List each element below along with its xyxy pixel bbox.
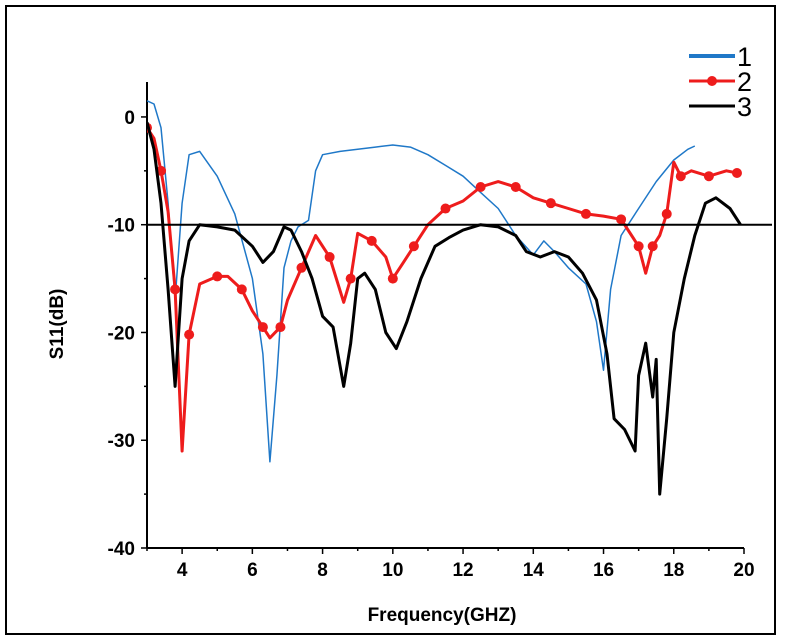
series-2-marker [236, 284, 247, 295]
series-2-line [147, 126, 738, 453]
series-2-marker [440, 203, 451, 214]
series-2-marker [184, 329, 195, 340]
x-tick-label: 20 [733, 560, 754, 581]
series-2-marker [324, 252, 335, 263]
series-2-marker [275, 322, 286, 333]
y-axis-title: S11(dB) [47, 289, 68, 360]
series-2-marker [212, 271, 223, 282]
x-tick-label: 8 [317, 560, 328, 581]
series-2-marker [475, 181, 486, 192]
series-2-marker [366, 235, 377, 246]
series-2-marker [408, 241, 419, 252]
x-tick-label: 18 [663, 560, 684, 581]
x-tick-label: 14 [523, 560, 545, 581]
series-2-marker [633, 241, 644, 252]
x-tick-label: 10 [382, 560, 403, 581]
x-axis-title: Frequency(GHZ) [368, 605, 517, 626]
series-2-marker [647, 241, 658, 252]
series-2-marker [675, 171, 686, 182]
series-2-marker [257, 322, 268, 333]
series-2-marker [580, 208, 591, 219]
series-2-marker [387, 273, 398, 284]
legend-marker-2 [707, 76, 717, 86]
series-2-marker [510, 181, 521, 192]
series-2-marker [616, 214, 627, 225]
series-2-marker [170, 284, 181, 295]
legend-label-3: 3 [737, 92, 752, 122]
series-2-marker [703, 171, 714, 182]
series-1-line [147, 100, 696, 463]
y-tick-label: -10 [108, 216, 135, 237]
series-3-line [147, 121, 742, 496]
y-tick-label: 0 [124, 108, 135, 129]
x-tick-label: 16 [593, 560, 614, 581]
legend-label-2: 2 [737, 67, 752, 97]
y-tick-label: -30 [108, 431, 135, 452]
x-tick-label: 4 [177, 560, 188, 581]
y-tick-label: -20 [108, 323, 135, 344]
series-2-marker [545, 198, 556, 209]
series-2-marker [731, 167, 742, 178]
series-2-marker [296, 262, 307, 273]
series-2-marker [661, 208, 672, 219]
x-tick-label: 12 [452, 560, 473, 581]
series-2-marker [345, 273, 356, 284]
x-tick-label: 6 [247, 560, 258, 581]
chart-frame [5, 5, 776, 635]
series-group [147, 100, 742, 496]
y-tick-label: -40 [108, 539, 135, 560]
legend-label-1: 1 [737, 42, 752, 72]
